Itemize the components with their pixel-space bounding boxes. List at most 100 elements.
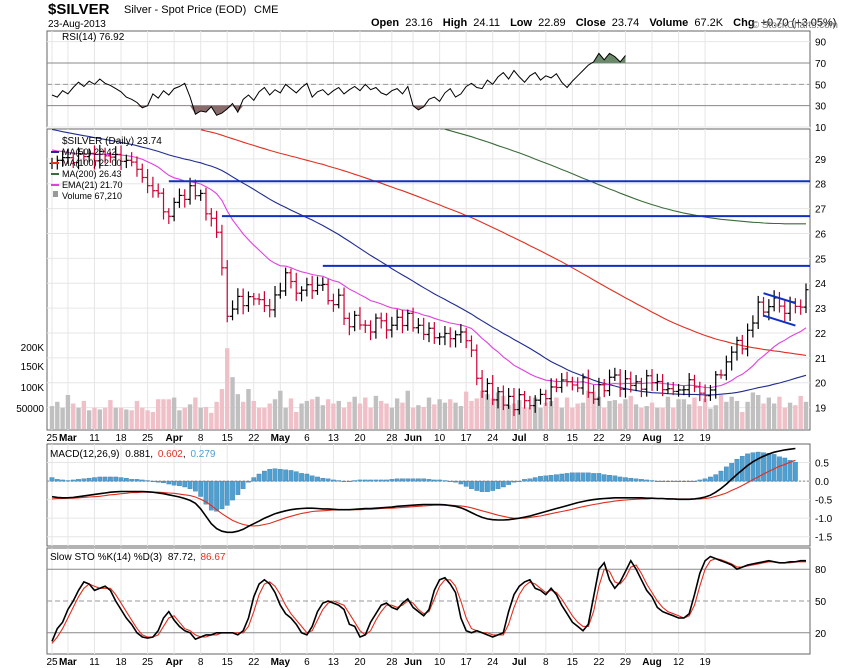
macd-histogram-bar bbox=[235, 480, 241, 495]
macd-histogram-bar bbox=[203, 480, 209, 505]
macd-histogram-bar bbox=[155, 480, 161, 483]
sto-k-line bbox=[51, 555, 806, 642]
x-tick-label: 8 bbox=[543, 657, 549, 668]
legend-ma50: MA(50) 20.42 bbox=[62, 147, 117, 157]
macd-histogram-bar bbox=[750, 452, 756, 482]
macd-histogram-bar bbox=[347, 480, 352, 482]
macd-histogram-bar bbox=[495, 480, 501, 489]
macd-histogram-bar bbox=[697, 479, 703, 482]
macd-histogram-bar bbox=[129, 479, 134, 482]
price-tick-label: 28 bbox=[815, 180, 827, 191]
x-tick-label: Jun bbox=[404, 433, 422, 444]
macd-histogram-bar bbox=[708, 476, 713, 482]
macd-signal-value: 0.602 bbox=[158, 449, 183, 460]
rsi-tick-label: 10 bbox=[815, 123, 827, 134]
macd-histogram-bar bbox=[240, 480, 246, 489]
macd-histogram-bar bbox=[108, 476, 113, 482]
x-tick-label: 12 bbox=[673, 657, 685, 668]
macd-histogram-bar bbox=[230, 480, 235, 501]
macd-histogram-bar bbox=[145, 480, 150, 482]
volume-bar bbox=[368, 407, 373, 429]
axis-label-layer: 2525MarMar111118182525AprApr8815152222Ma… bbox=[16, 38, 832, 668]
macd-histogram-bar bbox=[617, 476, 623, 482]
macd-histogram-bar bbox=[416, 478, 421, 482]
volume-bar bbox=[49, 406, 55, 429]
macd-histogram-bar bbox=[628, 477, 634, 482]
macd-histogram-bar bbox=[70, 479, 76, 482]
volume-bar bbox=[331, 403, 336, 429]
volume-bar bbox=[294, 412, 299, 429]
volume-bar bbox=[469, 400, 474, 429]
volume-bar bbox=[554, 397, 559, 429]
volume-bar bbox=[426, 397, 432, 429]
volume-bar bbox=[97, 409, 102, 429]
macd-histogram-bar bbox=[766, 453, 772, 482]
macd-histogram-bar bbox=[81, 478, 87, 482]
x-tick-label: 15 bbox=[222, 433, 234, 444]
legend-ema21: EMA(21) 21.70 bbox=[62, 180, 123, 190]
macd-histogram-bar bbox=[644, 479, 650, 482]
macd-histogram-bar bbox=[384, 479, 389, 482]
macd-histogram-bar bbox=[527, 478, 533, 482]
volume-bar bbox=[161, 399, 166, 429]
macd-histogram-bar bbox=[543, 475, 549, 482]
macd-histogram-bar bbox=[92, 477, 97, 482]
macd-histogram-bar bbox=[325, 478, 331, 482]
quote-summary: Open 23.16 High 24.11 Low 22.89 Close 23… bbox=[371, 17, 836, 29]
x-tick-label: 15 bbox=[222, 657, 234, 668]
volume-bar bbox=[633, 404, 639, 429]
x-tick-label: 8 bbox=[543, 433, 549, 444]
macd-histogram-bar bbox=[373, 479, 379, 482]
macd-histogram-bar bbox=[612, 475, 618, 482]
macd-histogram-bar bbox=[224, 480, 230, 506]
volume-bar bbox=[113, 407, 118, 429]
ma100-line bbox=[200, 129, 807, 356]
macd-histogram-bar bbox=[559, 473, 565, 482]
volume-bar bbox=[623, 399, 628, 429]
x-tick-label: 22 bbox=[593, 433, 605, 444]
x-tick-label: Apr bbox=[166, 657, 183, 668]
macd-histogram-bar bbox=[463, 480, 469, 487]
x-tick-label: 6 bbox=[304, 657, 310, 668]
macd-histogram-bar bbox=[570, 472, 575, 482]
macd-histogram-bar bbox=[660, 480, 665, 482]
macd-histogram-bar bbox=[554, 474, 559, 482]
x-tick-label: Jun bbox=[404, 657, 422, 668]
macd-tick-label: -1.0 bbox=[815, 514, 833, 525]
low-label: Low bbox=[510, 17, 532, 29]
macd-histogram-bar bbox=[532, 477, 538, 482]
volume-bar bbox=[363, 397, 368, 429]
macd-histogram-bar bbox=[182, 480, 188, 488]
close-label: Close bbox=[576, 17, 606, 29]
macd-value: 0.881 bbox=[125, 449, 150, 460]
macd-histogram-bar bbox=[134, 479, 140, 482]
volume-bar bbox=[219, 389, 225, 429]
x-tick-label: 6 bbox=[304, 433, 310, 444]
volume-bar bbox=[283, 407, 288, 429]
macd-histogram-bar bbox=[171, 480, 177, 486]
x-tick-label: 25 bbox=[46, 433, 58, 444]
x-tick-label: 15 bbox=[567, 657, 579, 668]
annotation-layer bbox=[168, 180, 810, 327]
macd-histogram-bar bbox=[60, 479, 65, 482]
ma200-line bbox=[444, 128, 806, 225]
volume-bar bbox=[102, 407, 108, 429]
x-tick-label: 28 bbox=[386, 657, 398, 668]
stochastic-title: Slow STO %K(14) %D(3) 87.72, 86.67 bbox=[50, 552, 226, 563]
x-tick-label: 17 bbox=[461, 433, 473, 444]
macd-histogram-bar bbox=[277, 469, 283, 482]
volume-tick-label: 100K bbox=[21, 383, 45, 394]
volume-bar bbox=[570, 407, 575, 429]
volume-bar bbox=[756, 395, 761, 429]
volume-bar bbox=[745, 401, 750, 429]
volume-bar bbox=[81, 400, 87, 429]
macd-histogram-bar bbox=[76, 479, 81, 482]
price-legend: $SILVER (Daily) 23.74 MA(50) 20.42 MA(10… bbox=[51, 136, 162, 201]
volume-bar bbox=[798, 395, 803, 429]
x-tick-label: 20 bbox=[354, 657, 366, 668]
volume-bar bbox=[437, 399, 442, 429]
macd-histogram-bar bbox=[139, 479, 145, 482]
volume-tick-label: 150K bbox=[21, 362, 45, 373]
macd-tick-label: 0.5 bbox=[815, 459, 829, 470]
macd-histogram-bar bbox=[782, 457, 788, 482]
